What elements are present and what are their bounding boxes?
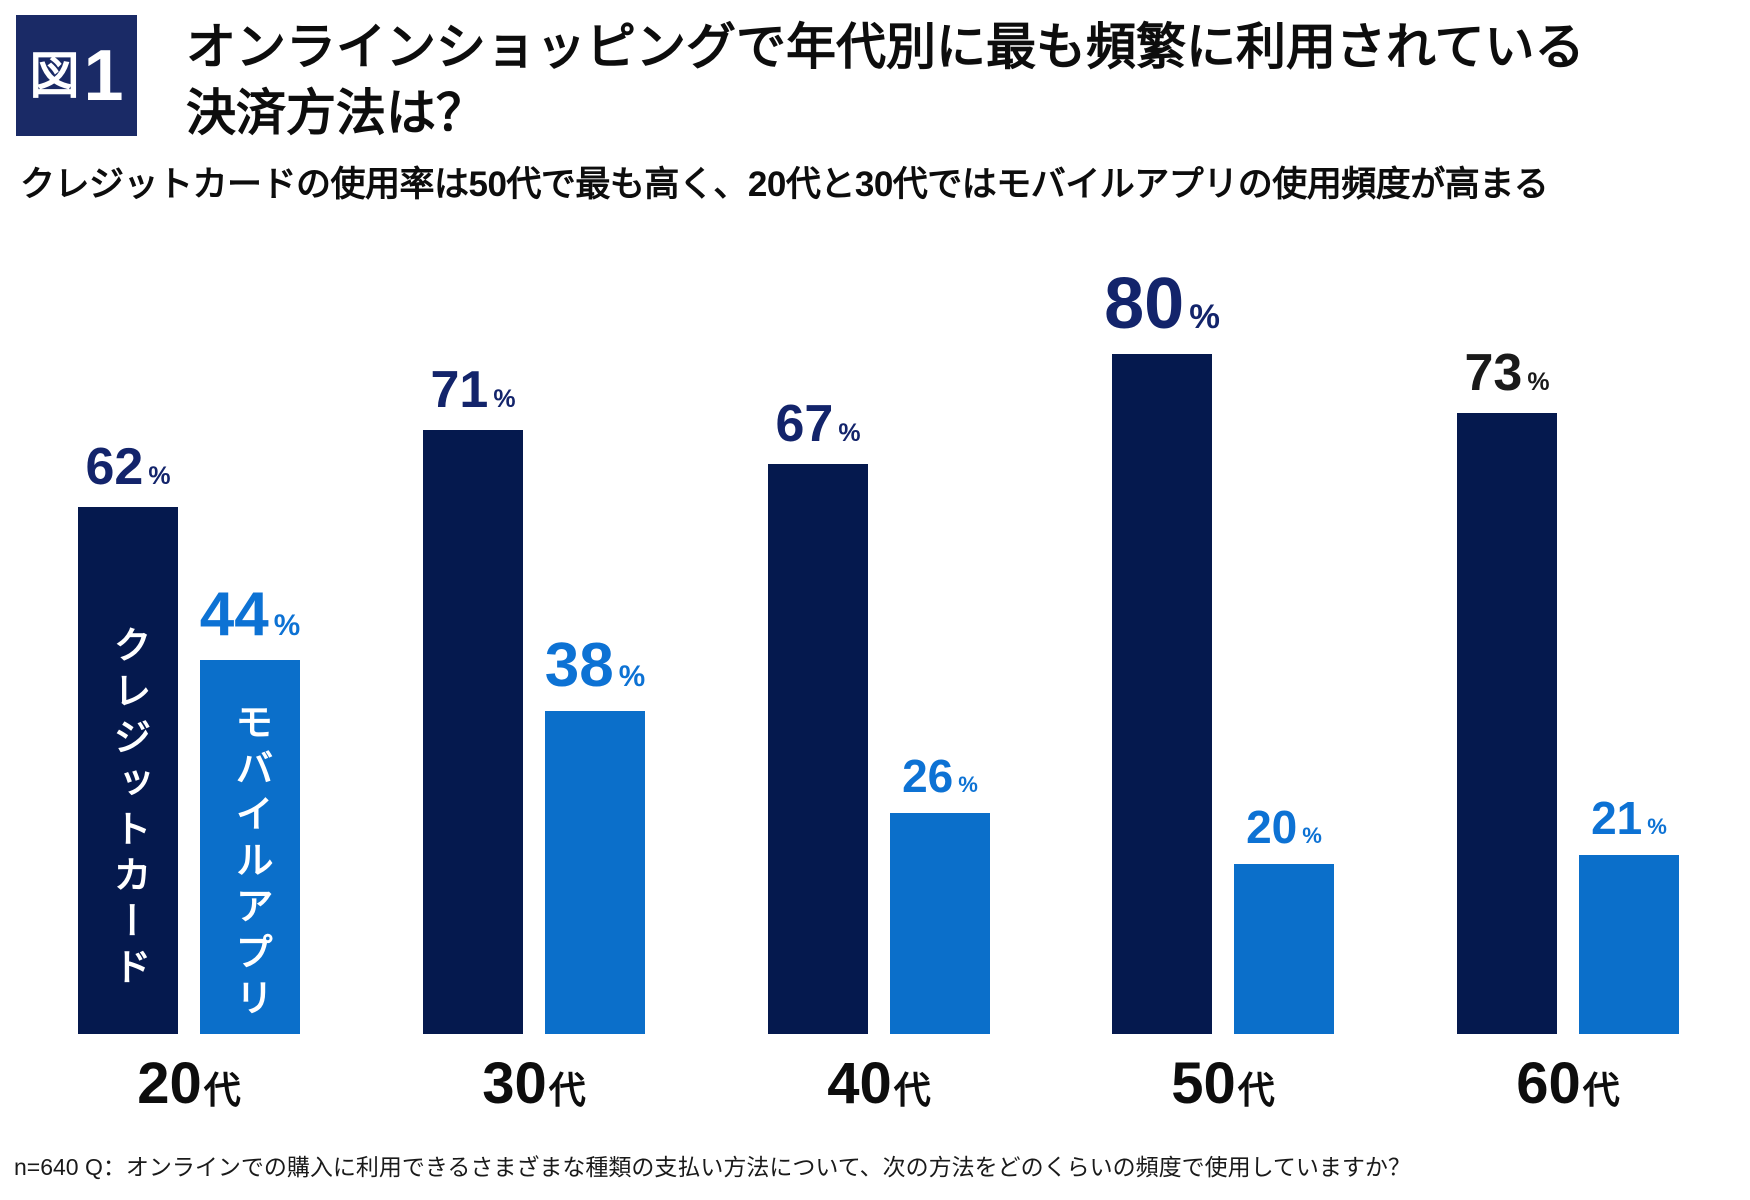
bar-credit-card-20代: クレジットカード	[78, 507, 178, 1034]
value-number: 73	[1464, 344, 1523, 402]
percent-sign: %	[958, 772, 978, 797]
value-label-credit-card-50代: 80%	[1104, 268, 1220, 340]
value-number: 44	[199, 580, 269, 649]
bar-credit-card-50代	[1112, 354, 1212, 1034]
axis-label-suffix: 代	[203, 1070, 241, 1111]
chart-title-line2: 決済方法は？	[186, 85, 486, 141]
value-label-credit-card-60代: 73%	[1464, 347, 1549, 399]
value-number: 80	[1104, 264, 1185, 344]
value-number: 20	[1246, 801, 1298, 853]
value-label-credit-card-40代: 67%	[775, 398, 860, 450]
value-number: 62	[85, 438, 144, 496]
badge-kanji: 図	[29, 47, 80, 104]
axis-label-suffix: 代	[548, 1070, 586, 1111]
badge-number: 1	[83, 35, 124, 116]
value-number: 26	[902, 750, 954, 802]
axis-label-60代: 60代	[1516, 1055, 1620, 1113]
bar-mobile-app-50代	[1234, 864, 1334, 1034]
value-label-mobile-app-60代: 21%	[1591, 795, 1667, 841]
value-label-credit-card-30代: 71%	[430, 364, 515, 416]
axis-label-20代: 20代	[137, 1055, 241, 1113]
value-label-mobile-app-50代: 20%	[1246, 804, 1322, 850]
axis-label-number: 50	[1171, 1051, 1236, 1116]
chart-subtitle: クレジットカードの使用率は50代で最も高く、20代と30代ではモバイルアプリの使…	[20, 165, 1549, 204]
bar-credit-card-30代	[423, 430, 523, 1034]
axis-label-50代: 50代	[1171, 1055, 1275, 1113]
bar-mobile-app-20代: モバイルアプリ	[200, 660, 300, 1034]
value-label-mobile-app-40代: 26%	[902, 753, 978, 799]
axis-label-40代: 40代	[827, 1055, 931, 1113]
bar-credit-card-40代	[768, 464, 868, 1034]
percent-sign: %	[1189, 298, 1220, 336]
series-label-mobile-app: モバイルアプリ	[229, 702, 271, 1024]
bar-mobile-app-60代	[1579, 855, 1679, 1034]
series-label-credit-card: クレジットカード	[107, 625, 149, 993]
chart-title-line1: オンラインショッピングで年代別に最も頻繁に利用されている	[186, 19, 1585, 75]
axis-label-number: 20	[137, 1051, 202, 1116]
axis-label-number: 40	[827, 1051, 892, 1116]
percent-sign: %	[1527, 368, 1550, 396]
axis-label-suffix: 代	[893, 1070, 931, 1111]
percent-sign: %	[618, 660, 646, 693]
value-number: 67	[775, 395, 834, 453]
axis-label-number: 30	[482, 1051, 547, 1116]
footnote: n=640 Q：オンラインでの購入に利用できるさまざまな種類の支払い方法について…	[14, 1154, 1411, 1180]
percent-sign: %	[273, 609, 301, 642]
axis-label-number: 60	[1516, 1051, 1581, 1116]
axis-label-suffix: 代	[1582, 1070, 1620, 1111]
axis-label-30代: 30代	[482, 1055, 586, 1113]
value-number: 21	[1591, 792, 1643, 844]
percent-sign: %	[148, 462, 171, 490]
percent-sign: %	[493, 385, 516, 413]
bar-mobile-app-40代	[890, 813, 990, 1034]
chart-title: オンラインショッピングで年代別に最も頻繁に利用されている 決済方法は？	[186, 14, 1585, 146]
bar-mobile-app-30代	[545, 711, 645, 1034]
value-label-mobile-app-20代: 44%	[200, 584, 300, 646]
percent-sign: %	[1647, 814, 1667, 839]
axis-label-suffix: 代	[1237, 1070, 1275, 1111]
percent-sign: %	[838, 419, 861, 447]
value-label-credit-card-20代: 62%	[85, 441, 170, 493]
percent-sign: %	[1302, 823, 1322, 848]
value-number: 71	[430, 361, 489, 419]
value-number: 38	[544, 631, 614, 700]
bar-credit-card-60代	[1457, 413, 1557, 1034]
value-label-mobile-app-30代: 38%	[545, 635, 645, 697]
